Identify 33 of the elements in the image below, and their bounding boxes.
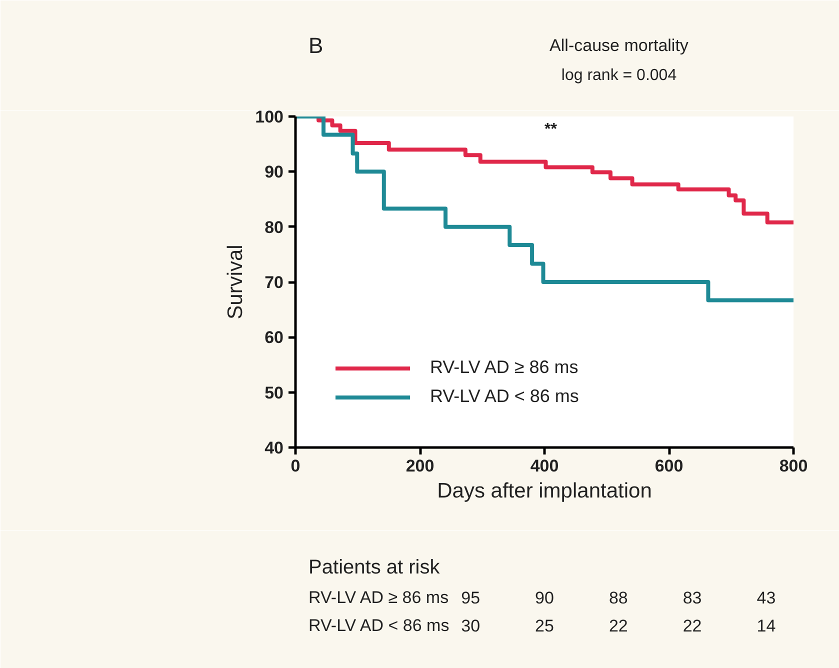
y-tick-label: 50 bbox=[264, 383, 284, 402]
text: 30 bbox=[461, 616, 480, 636]
y-tick-label: 40 bbox=[264, 438, 284, 458]
chart-subtitle: log rank = 0.004 bbox=[561, 67, 677, 84]
text: 22 bbox=[682, 616, 702, 636]
y-tick-label: 80 bbox=[264, 218, 284, 237]
text: 83 bbox=[682, 588, 702, 608]
x-tick-label: 600 bbox=[654, 456, 684, 476]
x-axis-title: Days after implantation bbox=[437, 480, 652, 502]
y-tick-label: 60 bbox=[264, 328, 284, 348]
text: RV-LV AD < 86 ms bbox=[308, 616, 450, 635]
legend-label: RV-LV AD ≥ 86 ms bbox=[430, 357, 578, 378]
legend-label: RV-LV AD < 86 ms bbox=[430, 386, 579, 407]
annotation: ** bbox=[544, 121, 558, 138]
text: B bbox=[308, 33, 324, 58]
y-axis-title: Survival bbox=[224, 244, 248, 320]
text: 90 bbox=[535, 588, 554, 608]
text: 43 bbox=[756, 588, 776, 608]
x-tick-label: 0 bbox=[290, 456, 300, 476]
x-tick-label: 800 bbox=[779, 456, 808, 476]
x-tick-label: 200 bbox=[406, 456, 434, 476]
y-tick-label: 70 bbox=[264, 273, 284, 292]
y-tick-label: 100 bbox=[255, 108, 284, 126]
x-tick-label: 400 bbox=[530, 456, 559, 476]
text: Patients at risk bbox=[308, 556, 441, 578]
text: 22 bbox=[608, 616, 628, 636]
text: RV-LV AD ≥ 86 ms bbox=[308, 588, 449, 607]
y-tick-label: 90 bbox=[264, 162, 284, 182]
chart-title: All-cause mortality bbox=[550, 36, 689, 55]
text: 14 bbox=[756, 616, 776, 636]
text: 25 bbox=[535, 616, 554, 636]
text: 88 bbox=[608, 588, 628, 608]
text: 95 bbox=[461, 588, 480, 608]
